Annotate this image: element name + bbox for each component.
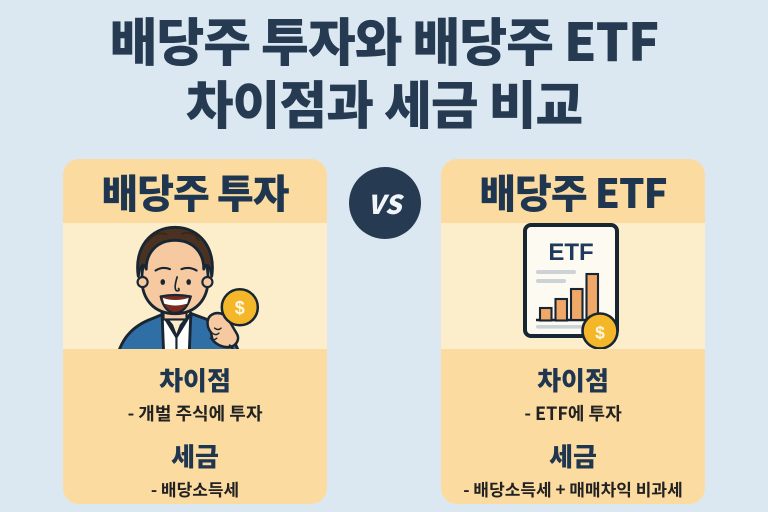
- svg-text:ETF: ETF: [548, 239, 593, 266]
- svg-text:$: $: [235, 298, 245, 318]
- svg-text:$: $: [595, 323, 605, 343]
